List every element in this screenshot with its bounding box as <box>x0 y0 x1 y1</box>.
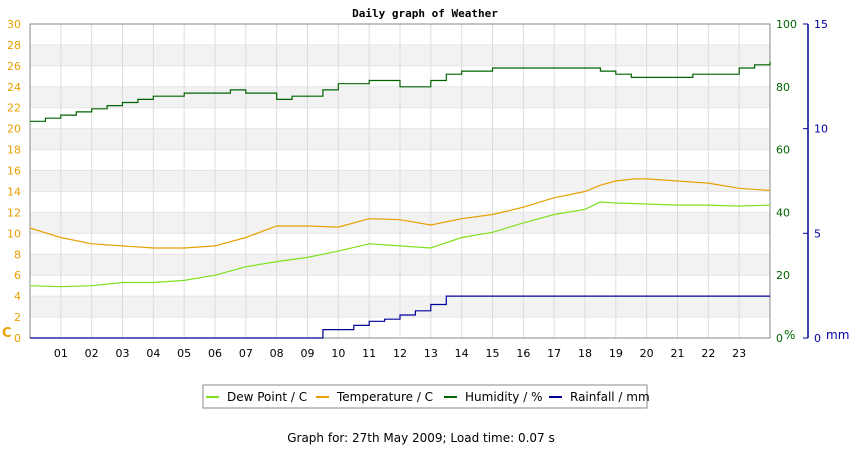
humidity-tick-label: 40 <box>776 206 790 219</box>
left-tick-label: 16 <box>7 165 21 178</box>
left-tick-label: 24 <box>7 81 21 94</box>
rainfall-tick-label: 5 <box>814 227 821 240</box>
x-tick-label: 23 <box>732 347 746 360</box>
x-tick-label: 04 <box>146 347 160 360</box>
chart-title: Daily graph of Weather <box>352 7 498 20</box>
legend-label-dew-point: Dew Point / C <box>227 390 307 404</box>
x-tick-label: 07 <box>239 347 253 360</box>
legend-label-temperature: Temperature / C <box>336 390 433 404</box>
left-tick-label: 8 <box>14 248 21 261</box>
x-tick-label: 08 <box>270 347 284 360</box>
humidity-unit-label: % <box>784 328 795 342</box>
humidity-tick-label: 0 <box>776 332 783 345</box>
x-tick-label: 17 <box>547 347 561 360</box>
left-tick-label: 10 <box>7 227 21 240</box>
humidity-tick-label: 80 <box>776 81 790 94</box>
x-tick-label: 22 <box>701 347 715 360</box>
x-tick-label: 11 <box>362 347 376 360</box>
footer-text: Graph for: 27th May 2009; Load time: 0.0… <box>287 431 555 445</box>
x-tick-label: 01 <box>54 347 68 360</box>
x-tick-label: 06 <box>208 347 222 360</box>
humidity-axis: 0 20 40 60 80 100 <box>776 18 797 345</box>
rainfall-unit-label: mm <box>826 328 849 342</box>
rainfall-tick-label: 0 <box>814 332 821 345</box>
left-tick-label: 28 <box>7 39 21 52</box>
series-group <box>29 61 771 339</box>
vertical-grid <box>60 24 740 338</box>
plot-frame <box>29 23 771 339</box>
x-tick-label: 18 <box>578 347 592 360</box>
left-tick-label: 12 <box>7 206 21 219</box>
left-tick-label: 18 <box>7 144 21 157</box>
rainfall-axis: 0 5 10 15 <box>803 18 828 345</box>
left-tick-label: 20 <box>7 123 21 136</box>
humidity-tick-label: 60 <box>776 144 790 157</box>
series-line-dew-point <box>29 201 771 288</box>
x-tick-label: 15 <box>486 347 500 360</box>
legend: Dew Point / C Temperature / C Humidity /… <box>202 384 650 409</box>
x-tick-label: 21 <box>671 347 685 360</box>
left-tick-label: 0 <box>14 332 21 345</box>
x-tick-label: 20 <box>640 347 654 360</box>
series-line-rainfall <box>30 295 770 339</box>
x-tick-label: 12 <box>393 347 407 360</box>
rainfall-tick-label: 10 <box>814 123 828 136</box>
x-tick-label: 05 <box>177 347 191 360</box>
left-unit-label: C <box>2 326 12 341</box>
series-line-humidity <box>30 61 771 122</box>
rainfall-tick-label: 15 <box>814 18 828 31</box>
x-tick-label: 13 <box>424 347 438 360</box>
left-tick-label: 14 <box>7 185 21 198</box>
legend-label-humidity: Humidity / % <box>465 390 542 404</box>
x-tick-label: 19 <box>609 347 623 360</box>
left-tick-label: 22 <box>7 102 21 115</box>
humidity-tick-label: 20 <box>776 269 790 282</box>
legend-box <box>202 384 648 409</box>
x-axis: 01 02 03 04 05 06 07 08 09 10 11 12 13 14 15 16 17 18 19 20… <box>54 347 746 360</box>
left-tick-label: 6 <box>14 269 21 282</box>
x-tick-label: 10 <box>331 347 345 360</box>
x-tick-label: 16 <box>516 347 530 360</box>
left-tick-label: 26 <box>7 60 21 73</box>
left-tick-label: 4 <box>14 290 21 303</box>
x-tick-label: 03 <box>116 347 130 360</box>
x-tick-label: 02 <box>85 347 99 360</box>
series-line-temperature <box>29 178 771 249</box>
humidity-tick-label: 100 <box>776 18 797 31</box>
legend-label-rainfall: Rainfall / mm <box>570 390 650 404</box>
left-tick-label: 2 <box>14 311 21 324</box>
x-tick-label: 09 <box>301 347 315 360</box>
left-tick-label: 30 <box>7 18 21 31</box>
x-tick-label: 14 <box>455 347 469 360</box>
